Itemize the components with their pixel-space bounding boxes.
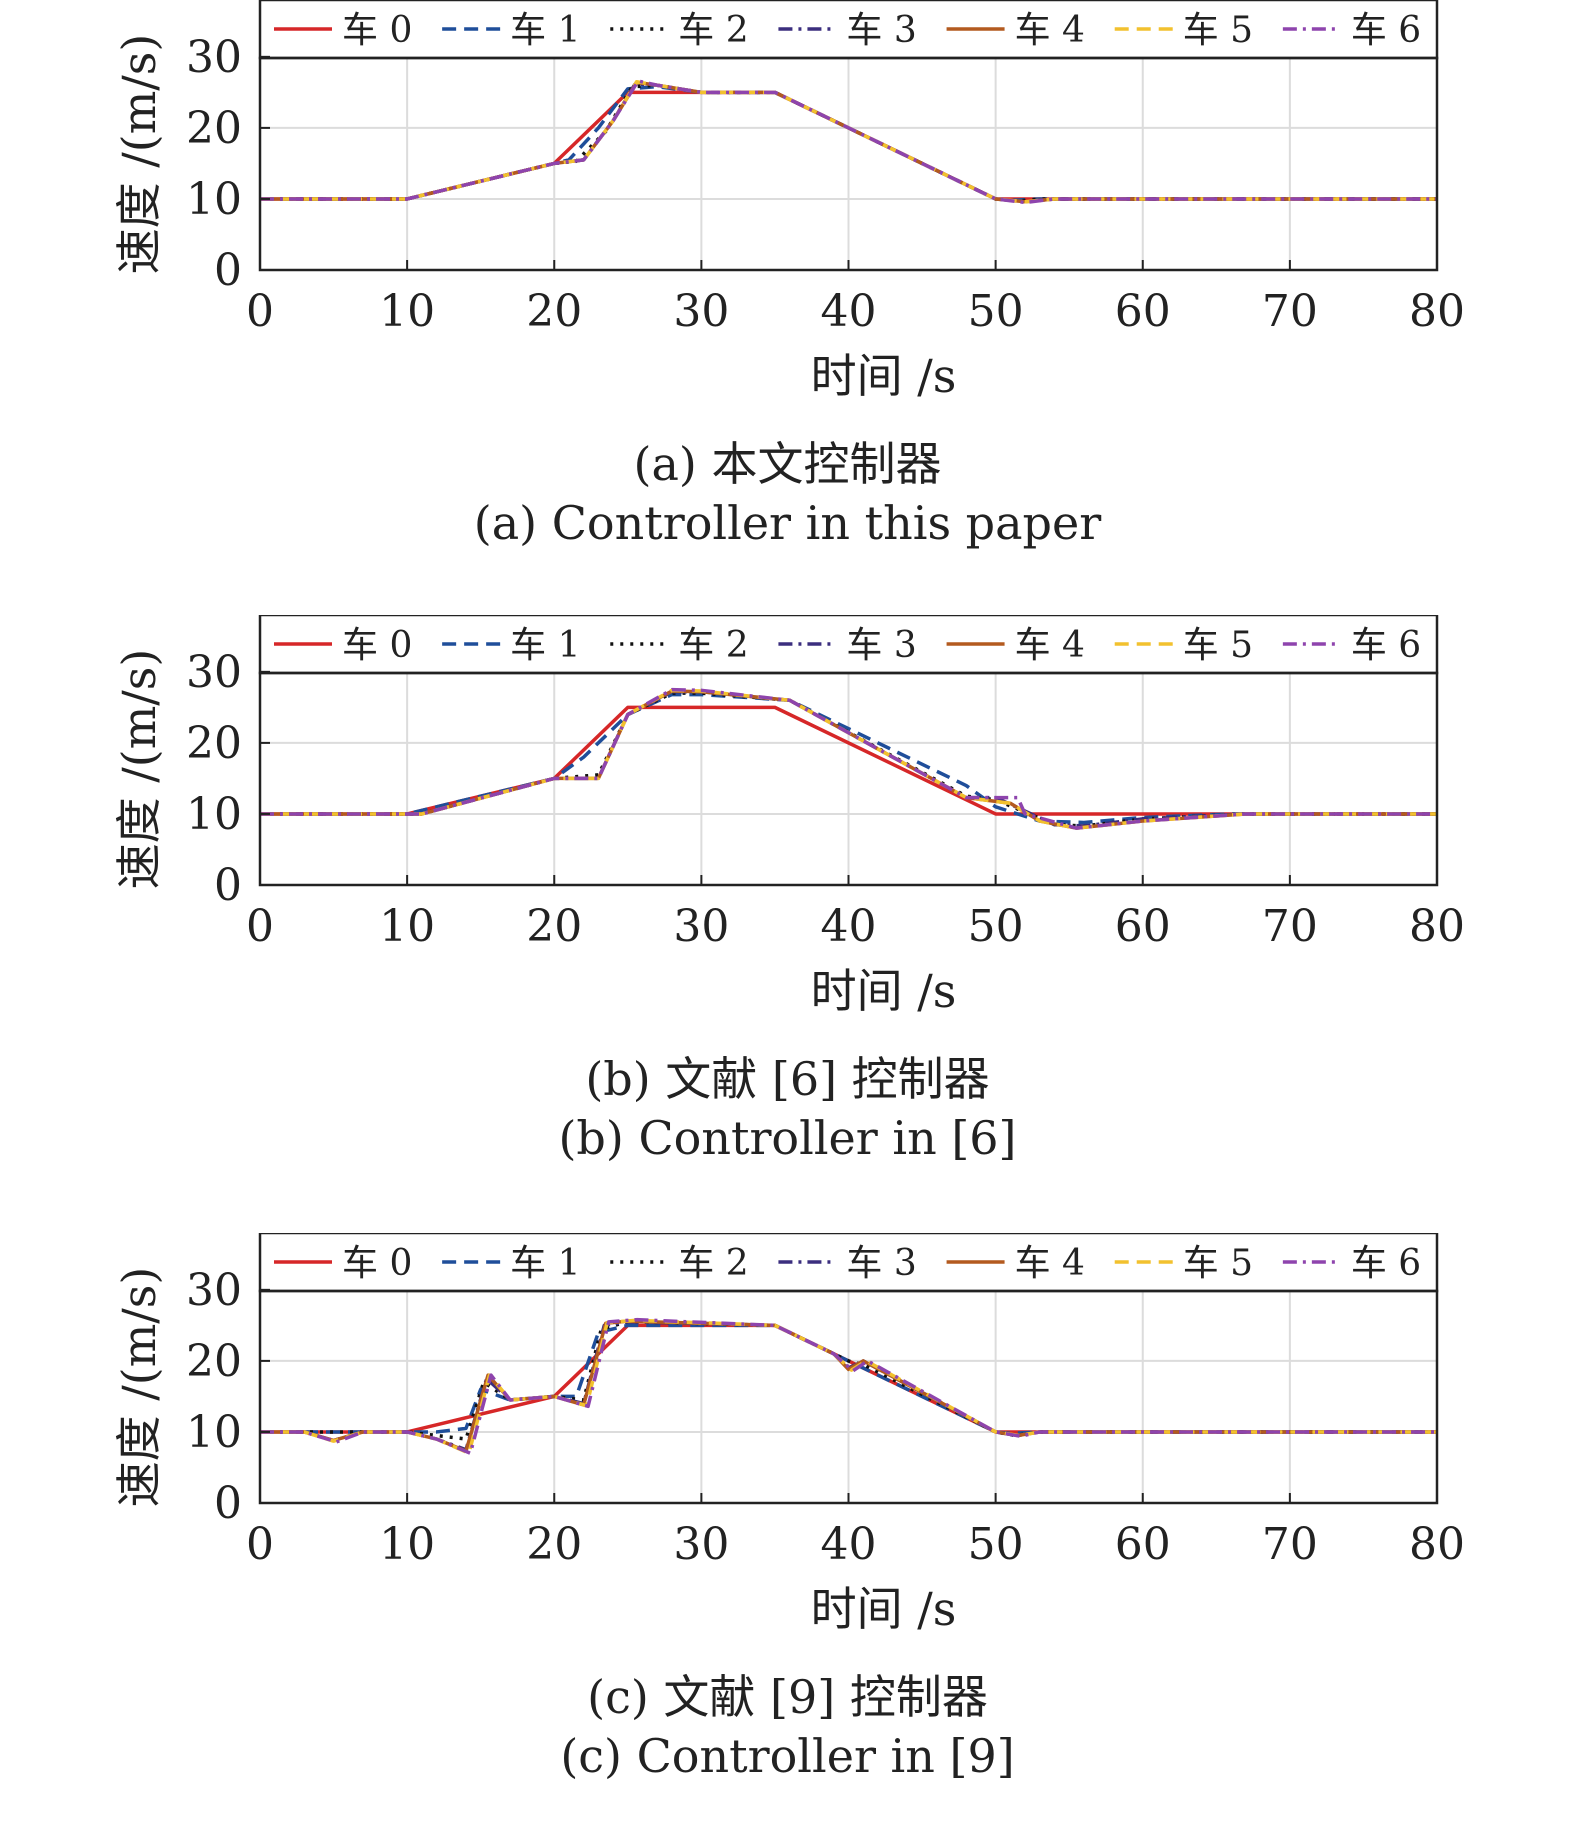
- legend-label-5: 车 5: [1183, 625, 1253, 666]
- y-tick-label: 0: [214, 245, 242, 296]
- x-tick-label: 0: [246, 1519, 274, 1570]
- chart-panel-b: 车 0 车 1 车 2 车 3 车 4 车 5 车 6 0 10 20 30 40 50 60 70 80 0 1…: [0, 615, 1575, 1215]
- x-tick-label: 70: [1262, 286, 1318, 337]
- series-line-6: [260, 1317, 1437, 1456]
- legend-label-5: 车 5: [1183, 1243, 1253, 1284]
- x-tick-label: 80: [1409, 286, 1465, 337]
- series-line-6: [260, 79, 1437, 205]
- x-tick-label: 80: [1409, 901, 1465, 952]
- y-tick-label: 20: [186, 103, 242, 154]
- x-tick-label: 0: [246, 901, 274, 952]
- x-tick-label: 20: [526, 286, 582, 337]
- legend-label-2: 车 2: [678, 10, 748, 51]
- x-tick-label: 70: [1262, 1519, 1318, 1570]
- legend-label-3: 车 3: [846, 1243, 916, 1284]
- x-tick-label: 50: [968, 1519, 1024, 1570]
- legend-label-1: 车 1: [510, 625, 580, 666]
- y-axis-label: 速度 /(m/s): [112, 34, 166, 275]
- x-tick-label: 40: [821, 901, 877, 952]
- x-tick-label: 60: [1115, 901, 1171, 952]
- legend-label-6: 车 6: [1351, 10, 1421, 51]
- legend-box: [258, 1233, 1439, 1293]
- x-tick-label: 30: [673, 286, 729, 337]
- y-tick-label: 0: [214, 860, 242, 911]
- x-tick-label: 60: [1115, 286, 1171, 337]
- chart-svg-b: 车 0 车 1 车 2 车 3 车 4 车 5 车 6 0 10 20 30 40 50 60 70 80 0 1…: [112, 615, 1465, 1018]
- y-tick-label: 20: [186, 718, 242, 769]
- legend-label-3: 车 3: [846, 10, 916, 51]
- caption-en-a: (a) Controller in this paper: [473, 496, 1102, 550]
- y-tick-label: 0: [214, 1478, 242, 1529]
- chart-panel-c: 车 0 车 1 车 2 车 3 车 4 车 5 车 6 0 10 20 30 40 50 60 70 80 0 1…: [0, 1233, 1575, 1833]
- legend-label-0: 车 0: [342, 1243, 412, 1284]
- y-tick-label: 10: [186, 1407, 242, 1458]
- legend-label-3: 车 3: [846, 625, 916, 666]
- x-tick-label: 40: [821, 1519, 877, 1570]
- x-tick-label: 30: [673, 901, 729, 952]
- x-tick-label: 70: [1262, 901, 1318, 952]
- x-tick-label: 50: [968, 901, 1024, 952]
- x-tick-label: 10: [379, 901, 435, 952]
- legend-label-0: 车 0: [342, 625, 412, 666]
- caption-en-c: (c) Controller in [9]: [560, 1729, 1015, 1783]
- y-tick-label: 30: [186, 1265, 242, 1316]
- y-axis-label: 速度 /(m/s): [112, 1267, 166, 1508]
- x-tick-label: 10: [379, 1519, 435, 1570]
- legend-label-1: 车 1: [510, 1243, 580, 1284]
- chart-svg-a: 车 0 车 1 车 2 车 3 车 4 车 5 车 6 0 10 20 30 40 50 60 70 80 0 1…: [112, 0, 1465, 403]
- legend-label-2: 车 2: [678, 1243, 748, 1284]
- y-tick-label: 30: [186, 647, 242, 698]
- x-tick-label: 10: [379, 286, 435, 337]
- legend-label-5: 车 5: [1183, 10, 1253, 51]
- caption-cn-c: (c) 文献 [9] 控制器: [587, 1670, 988, 1724]
- x-tick-label: 50: [968, 286, 1024, 337]
- y-axis-label: 速度 /(m/s): [112, 649, 166, 890]
- caption-en-b: (b) Controller in [6]: [558, 1111, 1017, 1165]
- legend-label-4: 车 4: [1015, 625, 1085, 666]
- legend-label-4: 车 4: [1015, 10, 1085, 51]
- y-tick-label: 30: [186, 32, 242, 83]
- caption-cn-b: (b) 文献 [6] 控制器: [585, 1052, 990, 1106]
- y-tick-label: 20: [186, 1336, 242, 1387]
- y-tick-label: 10: [186, 174, 242, 225]
- x-tick-label: 60: [1115, 1519, 1171, 1570]
- chart-svg-c: 车 0 车 1 车 2 车 3 车 4 车 5 车 6 0 10 20 30 40 50 60 70 80 0 1…: [112, 1233, 1465, 1636]
- legend-label-6: 车 6: [1351, 1243, 1421, 1284]
- x-tick-label: 20: [526, 901, 582, 952]
- x-axis-label: 时间 /s: [811, 349, 957, 403]
- x-tick-label: 0: [246, 286, 274, 337]
- x-axis-label: 时间 /s: [811, 964, 957, 1018]
- chart-panel-a: 车 0 车 1 车 2 车 3 车 4 车 5 车 6 0 10 20 30 40 50 60 70 80 0 1…: [0, 0, 1575, 600]
- legend-label-2: 车 2: [678, 625, 748, 666]
- x-tick-label: 40: [821, 286, 877, 337]
- series-line-6: [260, 687, 1437, 830]
- y-tick-label: 10: [186, 789, 242, 840]
- legend-label-1: 车 1: [510, 10, 580, 51]
- legend-box: [258, 0, 1439, 60]
- legend-label-6: 车 6: [1351, 625, 1421, 666]
- legend-label-4: 车 4: [1015, 1243, 1085, 1284]
- series-line-2: [260, 691, 1437, 828]
- legend-label-0: 车 0: [342, 10, 412, 51]
- x-axis-label: 时间 /s: [811, 1582, 957, 1636]
- x-tick-label: 80: [1409, 1519, 1465, 1570]
- x-tick-label: 30: [673, 1519, 729, 1570]
- x-tick-label: 20: [526, 1519, 582, 1570]
- caption-cn-a: (a) 本文控制器: [633, 437, 942, 491]
